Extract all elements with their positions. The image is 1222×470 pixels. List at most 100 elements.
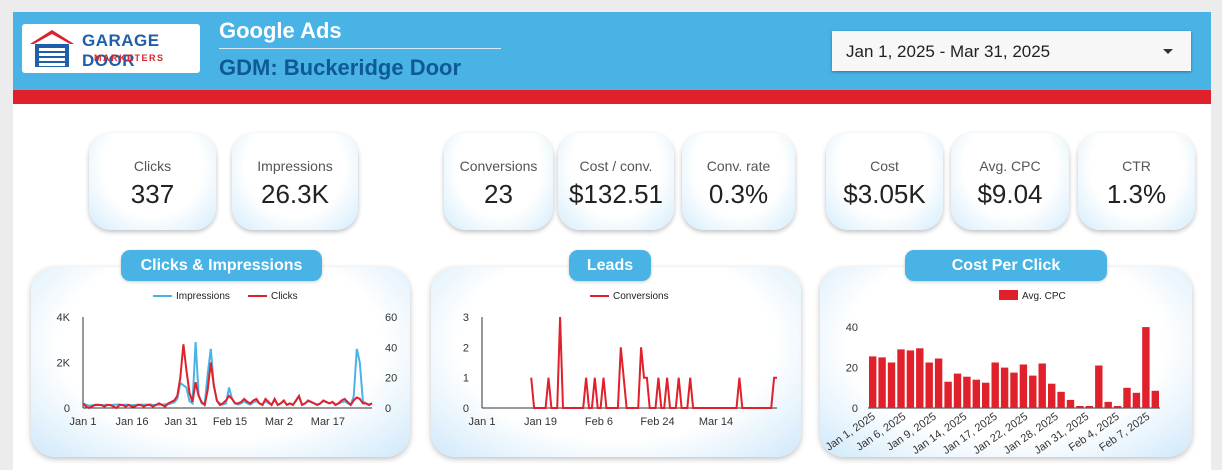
cpc-bar [1113,406,1122,408]
kpi-label: Cost [870,158,899,174]
y-left-tick-label: 0 [64,403,70,415]
kpi-card-conv-rate: Conv. rate 0.3% [682,133,795,230]
date-range-value: Jan 1, 2025 - Mar 31, 2025 [846,42,1051,61]
kpi-value: $9.04 [977,179,1043,209]
kpi-label: Cost / conv. [579,158,653,174]
legend-swatch-avg-cpc [999,290,1018,300]
kpi-label: Conv. rate [706,158,771,174]
y-tick-label: 40 [846,322,858,334]
y-tick-label: 1 [463,373,469,385]
x-tick-label: Feb 15 [213,416,247,428]
y-right-tick-label: 60 [385,312,397,324]
x-tick-label: Mar 14 [699,416,733,428]
report-title: Google Ads [219,18,342,43]
kpi-label: Clicks [133,158,172,174]
chevron-down-icon[interactable] [1163,49,1173,54]
legend-label-impressions: Impressions [176,291,230,302]
cpc-bar [1132,392,1141,408]
cpc-bar [887,362,896,408]
cpc-bar [991,362,999,408]
dashboard-page: GARAGE DOOR MARKETERS Google Ads GDM: Bu… [13,12,1211,470]
cpc-bar [1048,383,1056,408]
x-tick-label: Mar 2 [265,416,293,428]
kpi-card-impressions: Impressions 26.3K [232,133,358,230]
kpi-card-clicks: Clicks 337 [89,133,216,230]
cpc-bar [1076,406,1084,408]
series-line-impressions [82,341,373,407]
header-bar: GARAGE DOOR MARKETERS Google Ads GDM: Bu… [13,12,1211,90]
company-logo: GARAGE DOOR MARKETERS [22,24,200,73]
kpi-label: Avg. CPC [979,158,1041,174]
clicks-impressions-chart: Impressions Clicks 0 2K 4K 0 20 40 60 Jan 1 Jan 16… [57,291,398,428]
x-tick-label: Jan 1 [469,416,496,428]
kpi-value: 23 [484,179,513,209]
cpc-bar [1038,363,1046,408]
cpc-bar [869,356,877,408]
x-tick-label: Feb 24 [640,416,674,428]
cpc-bar [1057,391,1065,408]
y-left-tick-label: 4K [57,312,71,324]
kpi-value: $3.05K [843,179,926,209]
kpi-card-cost: Cost $3.05K [826,133,943,230]
y-right-tick-label: 0 [385,403,391,415]
logo-text-sub: MARKETERS [94,53,165,63]
cpc-bar [972,379,980,408]
cpc-bar [1104,401,1112,408]
kpi-value: $132.51 [569,179,663,209]
x-tick-label: Feb 6 [585,416,613,428]
title-divider [219,48,501,49]
kpi-value: 337 [130,179,175,209]
kpi-value: 26.3K [261,179,329,209]
accent-stripe [13,90,1211,104]
kpi-card-cost-per-conversion: Cost / conv. $132.51 [558,133,674,230]
cpc-bar [934,358,943,408]
x-tick-label: Jan 19 [524,416,557,428]
y-tick-label: 2 [463,342,469,354]
cpc-bar [1029,375,1037,408]
cpc-bar [944,381,952,408]
kpi-label: Impressions [257,158,333,174]
cpc-bar [925,362,933,408]
y-tick-label: 20 [846,363,858,375]
kpi-label: Conversions [459,158,538,174]
cpc-bar [1123,387,1131,408]
panel-clicks-impressions: Impressions Clicks 0 2K 4K 0 20 40 60 Jan 1 Jan 16… [31,267,410,457]
cpc-bar [1142,327,1150,408]
kpi-card-avg-cpc: Avg. CPC $9.04 [951,133,1069,230]
cpc-bar [1095,365,1103,408]
cpc-bar [963,376,971,408]
series-line-clicks [82,344,373,410]
kpi-card-conversions: Conversions 23 [444,133,553,230]
panel-title-clicks-impressions: Clicks & Impressions [121,250,322,281]
y-left-tick-label: 2K [57,358,71,370]
date-range-picker[interactable]: Jan 1, 2025 - Mar 31, 2025 [832,31,1191,71]
cpc-bar [1066,399,1075,408]
panel-leads: Conversions 0 1 2 3 Jan 1 Jan 19 Feb 6 Feb 24 Mar… [431,267,801,457]
legend-label-clicks: Clicks [271,291,298,302]
kpi-value: 1.3% [1106,179,1167,209]
cpc-bar [982,382,990,408]
y-tick-label: 0 [463,403,469,415]
y-right-tick-label: 40 [385,342,397,354]
kpi-value: 0.3% [708,179,769,209]
cpc-bar [878,357,886,408]
y-tick-label: 0 [852,403,858,415]
cpc-bar [906,350,915,408]
x-tick-label: Jan 16 [115,416,148,428]
cpc-bar [1000,367,1009,408]
cpc-bar [1085,406,1093,408]
cpc-bar [953,373,962,408]
cpc-bar [1019,364,1028,408]
kpi-label: CTR [1122,158,1151,174]
x-tick-label: Mar 17 [311,416,345,428]
panel-cost-per-click: Avg. CPC 0 20 40 Jan 1, 2025 Jan 6, 2025 Jan 9… [820,267,1192,457]
kpi-card-ctr: CTR 1.3% [1078,133,1195,230]
legend-label-conversions: Conversions [613,291,669,302]
x-tick-label: Jan 1 [70,416,97,428]
y-right-tick-label: 20 [385,373,397,385]
cpc-bar [1151,390,1159,408]
cpc-bar [1010,372,1018,408]
series-line-conversions [530,316,777,409]
garage-house-icon [30,30,74,67]
